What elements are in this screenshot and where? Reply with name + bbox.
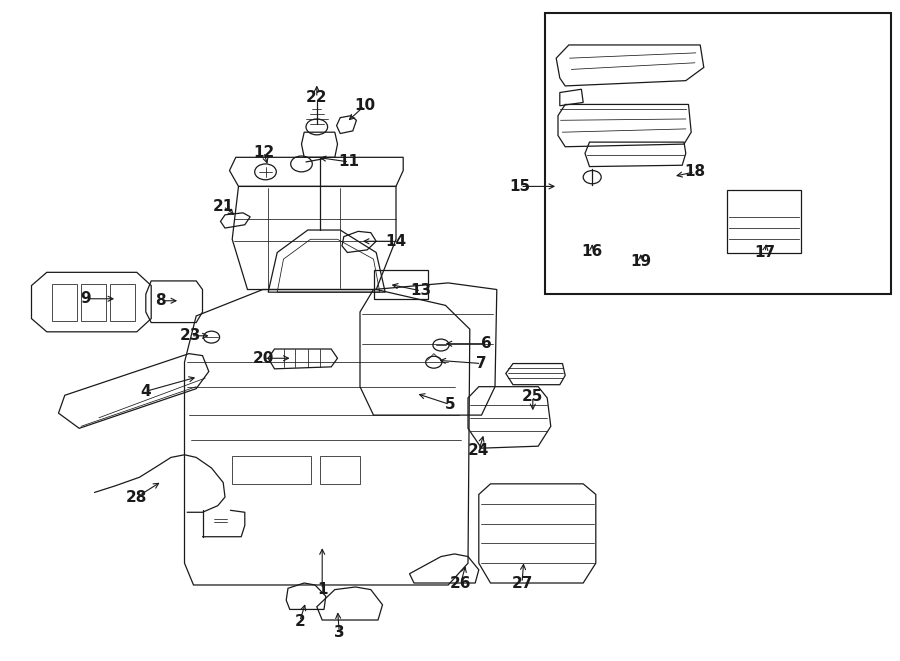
- Text: 4: 4: [140, 384, 151, 399]
- Bar: [232, 456, 311, 484]
- Text: 19: 19: [630, 254, 652, 268]
- Bar: [544, 13, 891, 294]
- Text: 10: 10: [354, 98, 375, 113]
- Bar: [374, 270, 428, 299]
- Text: 2: 2: [294, 614, 305, 629]
- Text: 1: 1: [317, 582, 328, 597]
- Text: 3: 3: [334, 625, 345, 640]
- Text: 11: 11: [338, 155, 360, 169]
- Text: 26: 26: [450, 576, 472, 590]
- Text: 28: 28: [126, 490, 148, 504]
- Text: 12: 12: [253, 145, 274, 159]
- Bar: [52, 284, 77, 321]
- Text: 7: 7: [476, 356, 487, 371]
- Text: 6: 6: [481, 336, 491, 351]
- Text: 8: 8: [155, 293, 166, 308]
- Bar: [320, 456, 360, 484]
- Text: 9: 9: [80, 292, 91, 306]
- Text: 23: 23: [180, 329, 202, 343]
- Text: 15: 15: [509, 179, 531, 194]
- Bar: [110, 284, 135, 321]
- Bar: [81, 284, 106, 321]
- Text: 22: 22: [306, 91, 328, 105]
- Text: 17: 17: [754, 245, 776, 260]
- Bar: [727, 190, 801, 253]
- Text: 25: 25: [522, 389, 544, 404]
- Text: 14: 14: [385, 234, 407, 249]
- Text: 16: 16: [581, 244, 603, 258]
- Text: 18: 18: [684, 165, 706, 179]
- Text: 13: 13: [410, 284, 432, 298]
- Text: 5: 5: [445, 397, 455, 412]
- Text: 20: 20: [253, 351, 274, 366]
- Text: 21: 21: [212, 199, 234, 214]
- Text: 27: 27: [511, 576, 533, 590]
- Text: 24: 24: [468, 444, 490, 458]
